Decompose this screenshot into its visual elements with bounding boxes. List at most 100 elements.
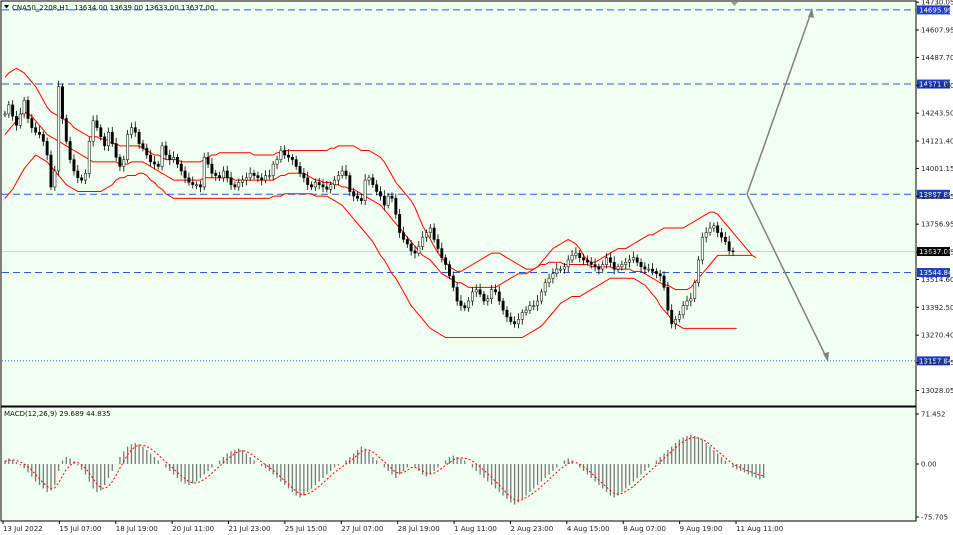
candle-body <box>87 141 91 174</box>
projection-up-arrowhead <box>808 7 814 18</box>
candle-body <box>727 241 731 252</box>
candle-body <box>114 143 118 158</box>
candle-body <box>252 173 256 176</box>
candle-body <box>628 259 631 263</box>
candle-body <box>195 184 199 186</box>
candle-body <box>333 179 336 185</box>
macd-axis: 71.452 0.00 -75.705 <box>916 410 948 521</box>
candle-body <box>674 319 677 325</box>
candle-body <box>635 257 639 263</box>
projection-up-line <box>746 9 813 195</box>
bollinger-bands <box>4 67 757 338</box>
candle-body <box>413 250 417 254</box>
candle-body <box>325 186 329 190</box>
candle-body <box>41 134 45 142</box>
candle-body <box>382 195 386 206</box>
candle-body <box>118 157 122 167</box>
candle-body <box>402 232 405 240</box>
macd-pane[interactable] <box>0 406 917 522</box>
candle-body <box>486 298 490 302</box>
candle-body <box>605 257 609 265</box>
price-tick-label: 14607.95 <box>921 26 953 34</box>
candle-body <box>536 300 540 306</box>
level-price-label: 14371.01 <box>919 81 952 89</box>
candle-body <box>80 177 84 181</box>
candle-body <box>666 287 670 311</box>
candle-body <box>421 236 425 247</box>
candle-body <box>61 86 64 119</box>
candle-body <box>11 104 15 117</box>
time-tick-label: 13 Jul 2022 <box>3 525 43 533</box>
candle-body <box>597 266 601 270</box>
candle-body <box>26 100 30 119</box>
dropdown-arrow-icon[interactable] <box>4 5 9 9</box>
symbol-label: CNA50_2208,H1 <box>12 4 69 12</box>
candle-body <box>210 163 214 174</box>
candle-body <box>175 157 179 165</box>
projection-down-arrowhead <box>823 351 829 362</box>
candle-body <box>152 161 156 165</box>
candle-body <box>474 289 478 293</box>
bollinger-mid-line <box>4 111 753 291</box>
price-pane[interactable] <box>0 0 917 407</box>
candle-body <box>574 252 578 256</box>
candle-body <box>578 252 582 258</box>
time-tick-label: 28 Jul 19:00 <box>398 525 440 533</box>
time-tick-label: 21 Jul 23:00 <box>229 525 271 533</box>
candle-body <box>505 309 509 318</box>
candle-body <box>267 175 271 177</box>
candle-body <box>329 184 333 190</box>
price-tick-label: 14730.05 <box>921 0 953 7</box>
candle-body <box>543 282 547 293</box>
level-price-tag <box>917 79 950 89</box>
candle-body <box>248 173 252 179</box>
candle-body <box>532 305 536 307</box>
candle-body <box>45 141 49 156</box>
candle-body <box>49 154 53 188</box>
candle-body <box>225 170 229 179</box>
price-tick-label: 13270.40 <box>921 332 953 340</box>
candle-body <box>712 225 716 229</box>
candle-body <box>482 293 486 302</box>
candle-body <box>64 118 68 142</box>
candle-body <box>306 177 310 185</box>
candle-body <box>164 145 168 156</box>
candle-body <box>624 262 628 265</box>
candle-body <box>720 232 723 238</box>
candle-body <box>57 86 61 172</box>
candle-body <box>103 136 107 147</box>
candle-body <box>390 195 394 199</box>
projection-down-line <box>746 193 829 362</box>
candle-body <box>647 268 651 271</box>
candle-body <box>287 154 290 158</box>
candle-body <box>294 159 298 167</box>
chart-header: CNA50_2208,H1 13634.00 13639.00 13633.00… <box>4 4 214 12</box>
candle-body <box>651 268 654 272</box>
time-tick-label: 8 Aug 07:00 <box>623 525 666 533</box>
candle-body <box>107 131 110 147</box>
candle-body <box>547 277 551 284</box>
bollinger-lower-line <box>4 154 737 338</box>
candle-body <box>677 314 681 320</box>
level-price-label: 13544.84 <box>919 269 953 277</box>
price-tick-label: 14121.40 <box>921 138 953 146</box>
candle-body <box>375 184 379 192</box>
candle-body <box>95 120 99 128</box>
current-price-label: 13637.00 <box>919 248 952 256</box>
chart-shift-marker-icon[interactable] <box>731 2 738 6</box>
candle-body <box>179 163 183 172</box>
candle-body <box>582 257 586 261</box>
candle-body <box>275 159 279 165</box>
candle-body <box>352 191 356 197</box>
candle-body <box>30 118 34 128</box>
candle-body <box>302 173 306 179</box>
candle-body <box>206 157 210 165</box>
candle-body <box>22 100 26 115</box>
candle-body <box>160 145 164 167</box>
candle-body <box>218 175 222 179</box>
candle-body <box>643 266 647 270</box>
price-tick-label: 13514.60 <box>921 276 953 284</box>
time-tick-label: 11 Aug 11:00 <box>736 525 783 533</box>
candle-body <box>283 150 287 156</box>
